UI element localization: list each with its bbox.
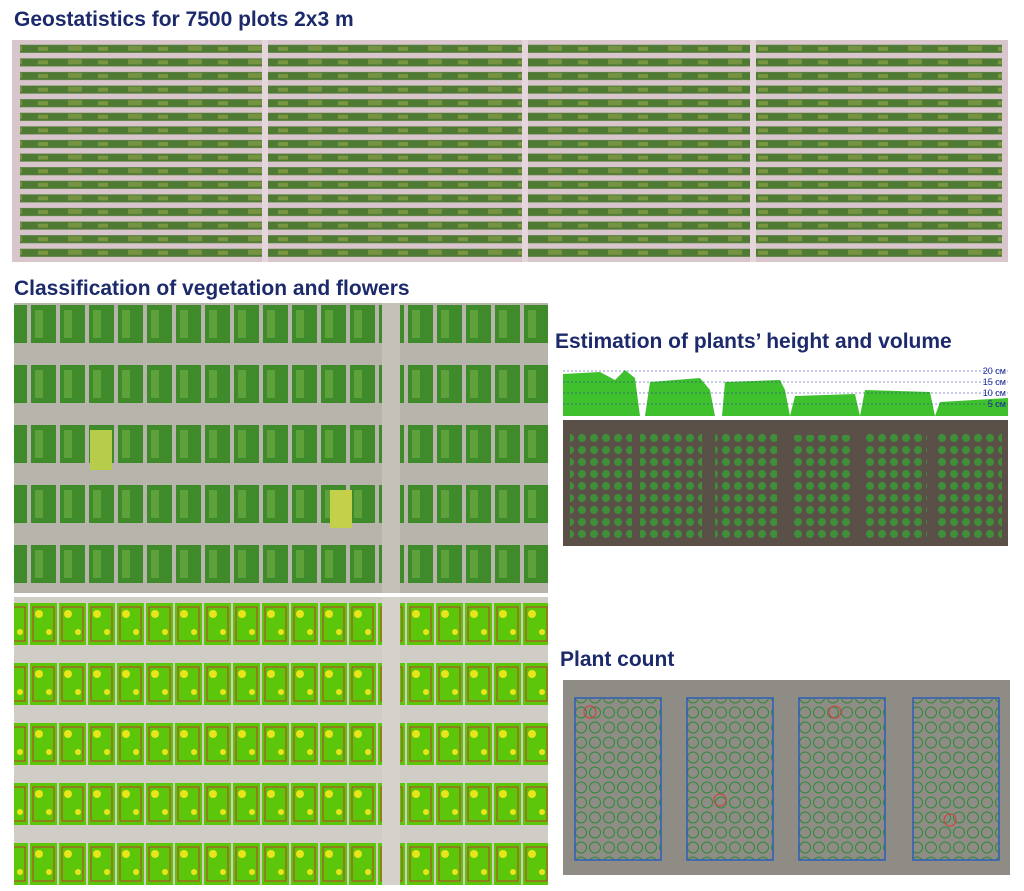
height-area	[563, 370, 1008, 416]
classification-map	[14, 597, 548, 885]
scale-label: 10 см	[983, 388, 1006, 398]
plant-photo	[563, 420, 1008, 546]
section-title: Plant count	[560, 648, 675, 671]
plant-count-image	[563, 680, 1010, 875]
scale-label: 15 см	[983, 377, 1006, 387]
aerial-mosaic	[12, 40, 1008, 262]
scale-label: 5 см	[988, 399, 1006, 409]
height-profile: 20 см 15 см 10 см 5 см	[563, 366, 1008, 418]
scale-label: 20 см	[983, 366, 1006, 376]
section-title: Classification of vegetation and flowers	[14, 277, 410, 300]
section-title: Estimation of plants’ height and volume	[555, 330, 952, 353]
vegetation-photo	[14, 303, 548, 593]
section-title: Geostatistics for 7500 plots 2x3 m	[14, 8, 354, 31]
